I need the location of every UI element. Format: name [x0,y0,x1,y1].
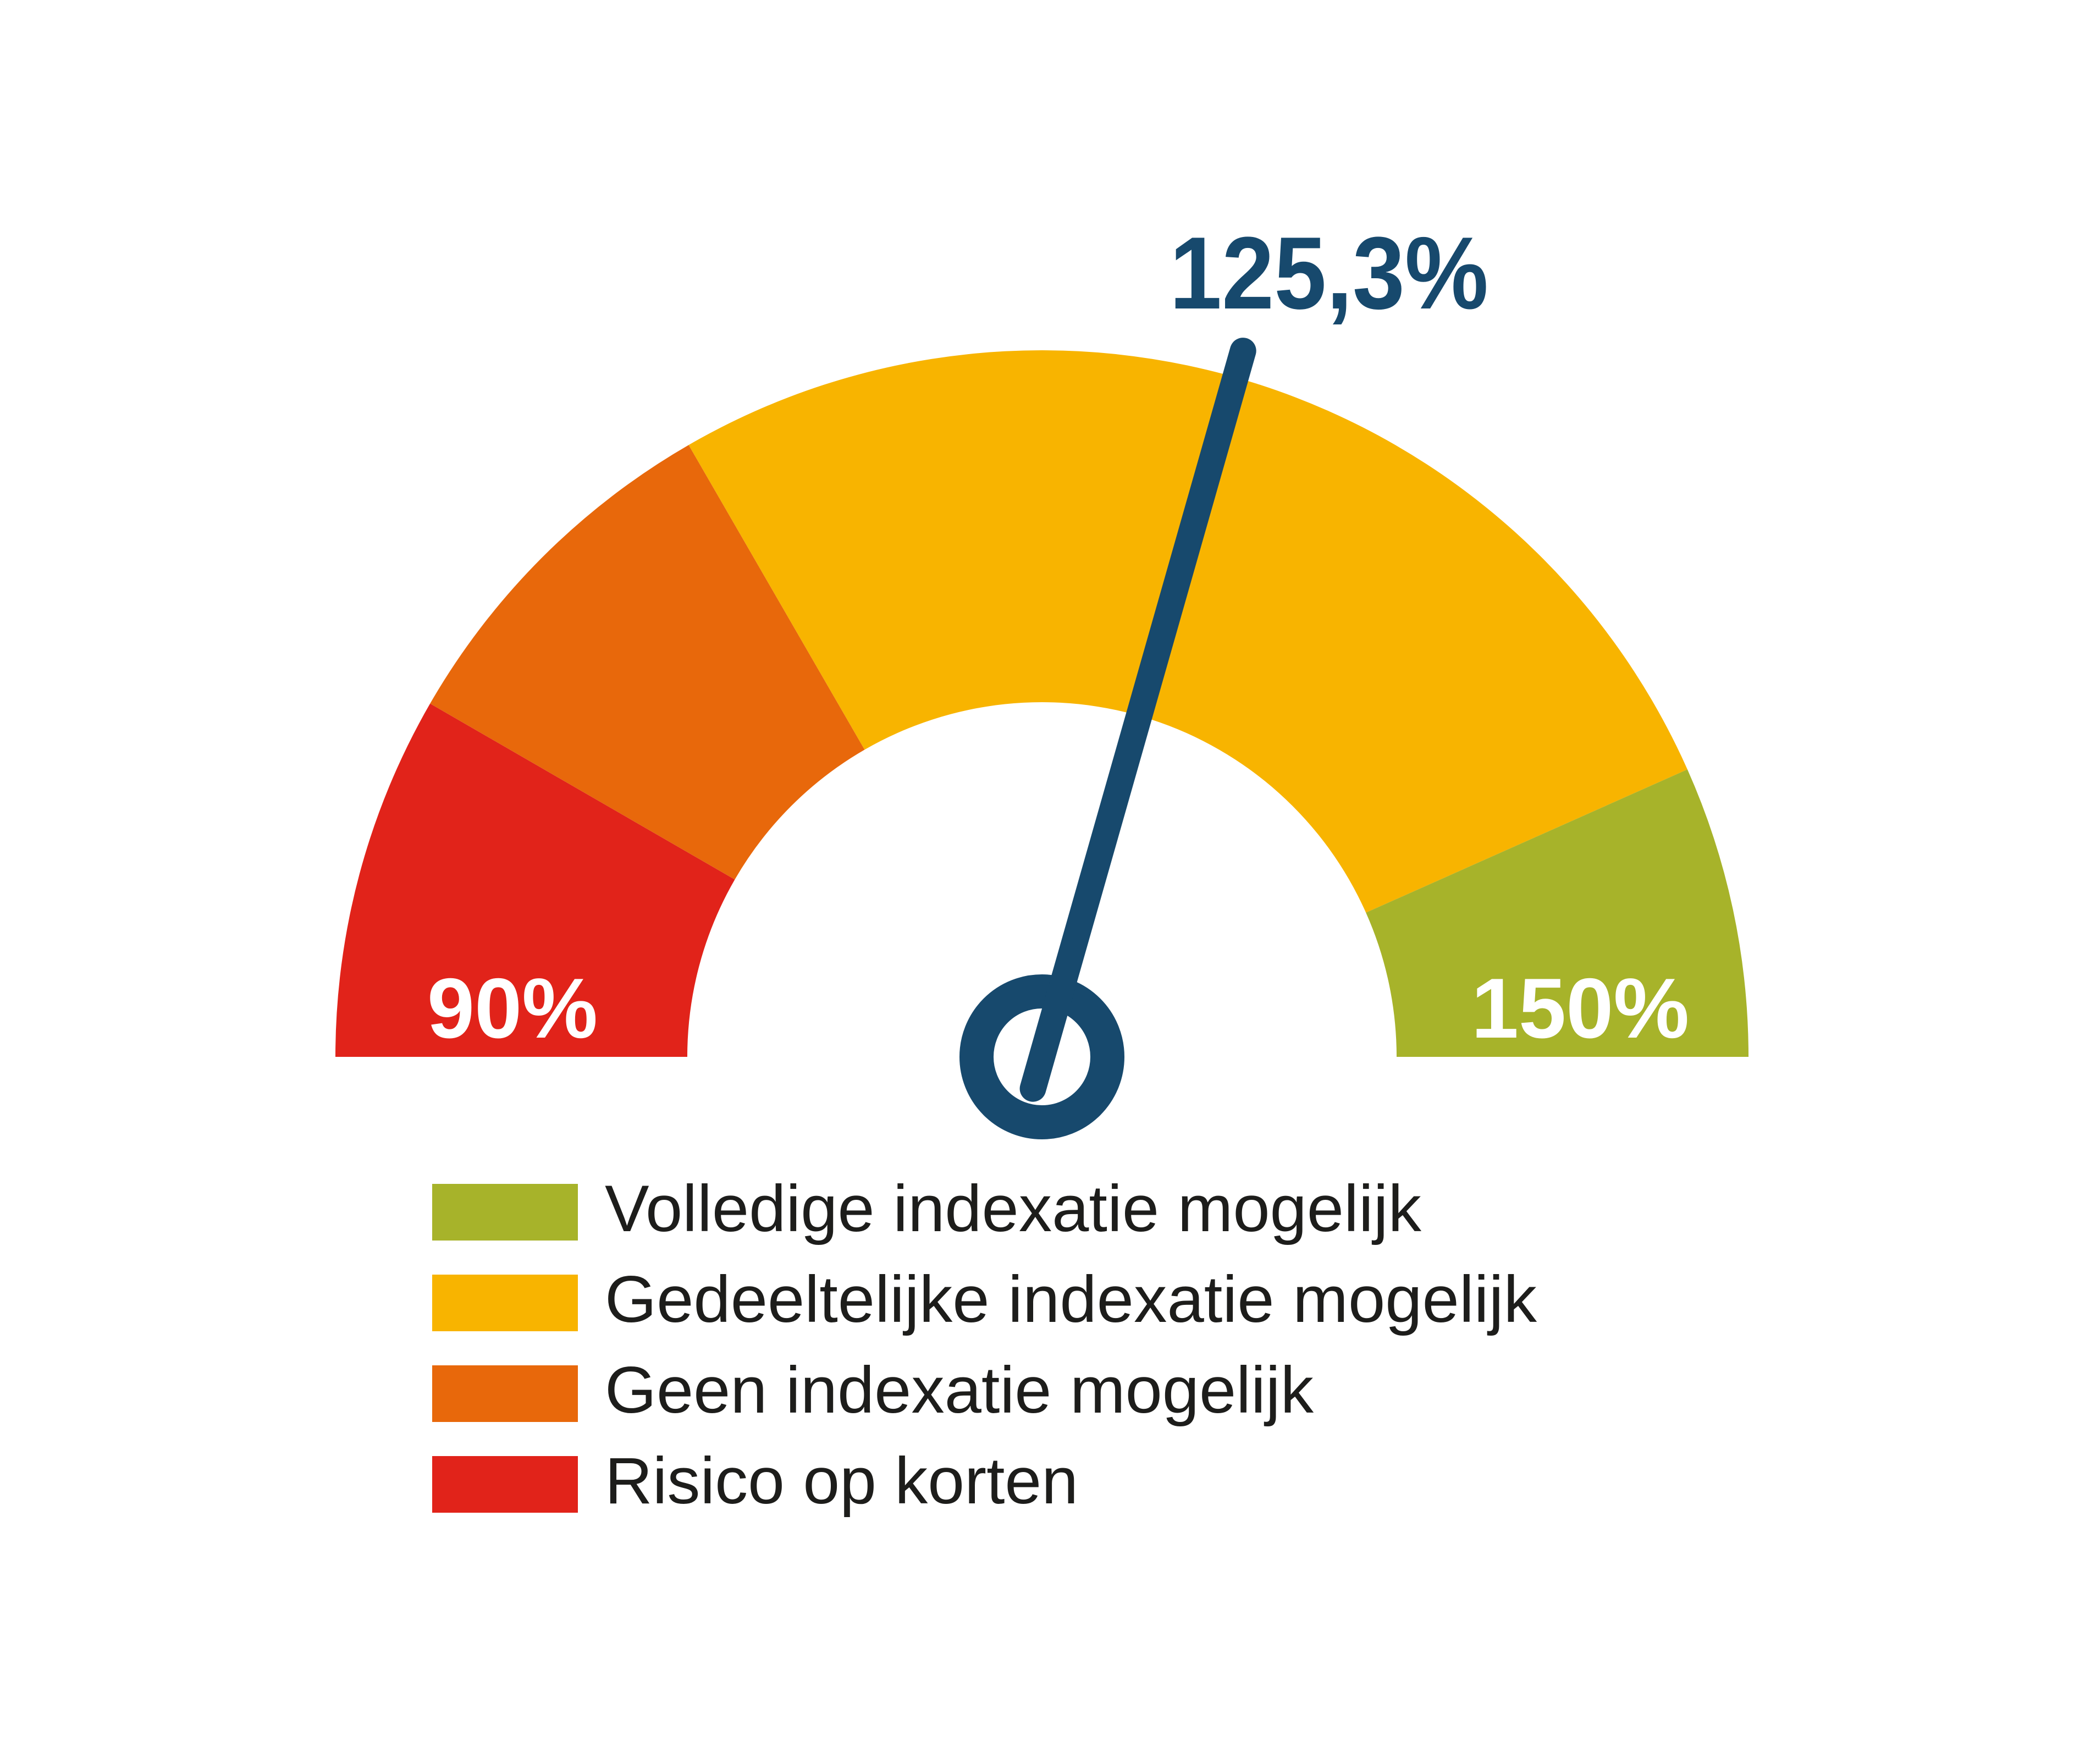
legend-row-gedeeltelijke-indexatie: Gedeeltelijke indexatie mogelijk [432,1263,1537,1336]
gauge-segment-geen-indexatie-mogelijk [430,445,865,880]
legend-label-geen-indexatie: Geen indexatie mogelijk [605,1353,1314,1427]
gauge-segment-gedeeltelijke-indexatie-mogelijk [688,350,1687,913]
legend-swatch-risico-op-korten [432,1456,578,1513]
gauge-segment-risico-op-korten [335,703,735,1057]
legend-swatch-geen-indexatie [432,1365,578,1422]
gauge-value-label: 125,3% [1170,216,1488,330]
legend: Volledige indexatie mogelijk Gedeeltelij… [432,1172,1537,1518]
gauge-needle-group [959,338,1256,1139]
legend-row-geen-indexatie: Geen indexatie mogelijk [432,1353,1314,1427]
legend-label-volledige-indexatie: Volledige indexatie mogelijk [605,1172,1422,1245]
legend-label-gedeeltelijke-indexatie: Gedeeltelijke indexatie mogelijk [605,1263,1537,1336]
gauge-segment-volledige-indexatie-mogelijk [1366,769,1748,1057]
gauge-max-label: 150% [1471,961,1689,1056]
legend-swatch-gedeeltelijke-indexatie [432,1275,578,1331]
gauge-needle [1019,338,1256,1102]
legend-row-risico-op-korten: Risico op korten [432,1444,1078,1518]
legend-label-risico-op-korten: Risico op korten [605,1444,1078,1518]
gauge-min-label: 90% [427,961,598,1056]
gauge-segments [335,350,1748,1057]
legend-swatch-volledige-indexatie [432,1184,578,1241]
legend-row-volledige-indexatie: Volledige indexatie mogelijk [432,1172,1422,1245]
